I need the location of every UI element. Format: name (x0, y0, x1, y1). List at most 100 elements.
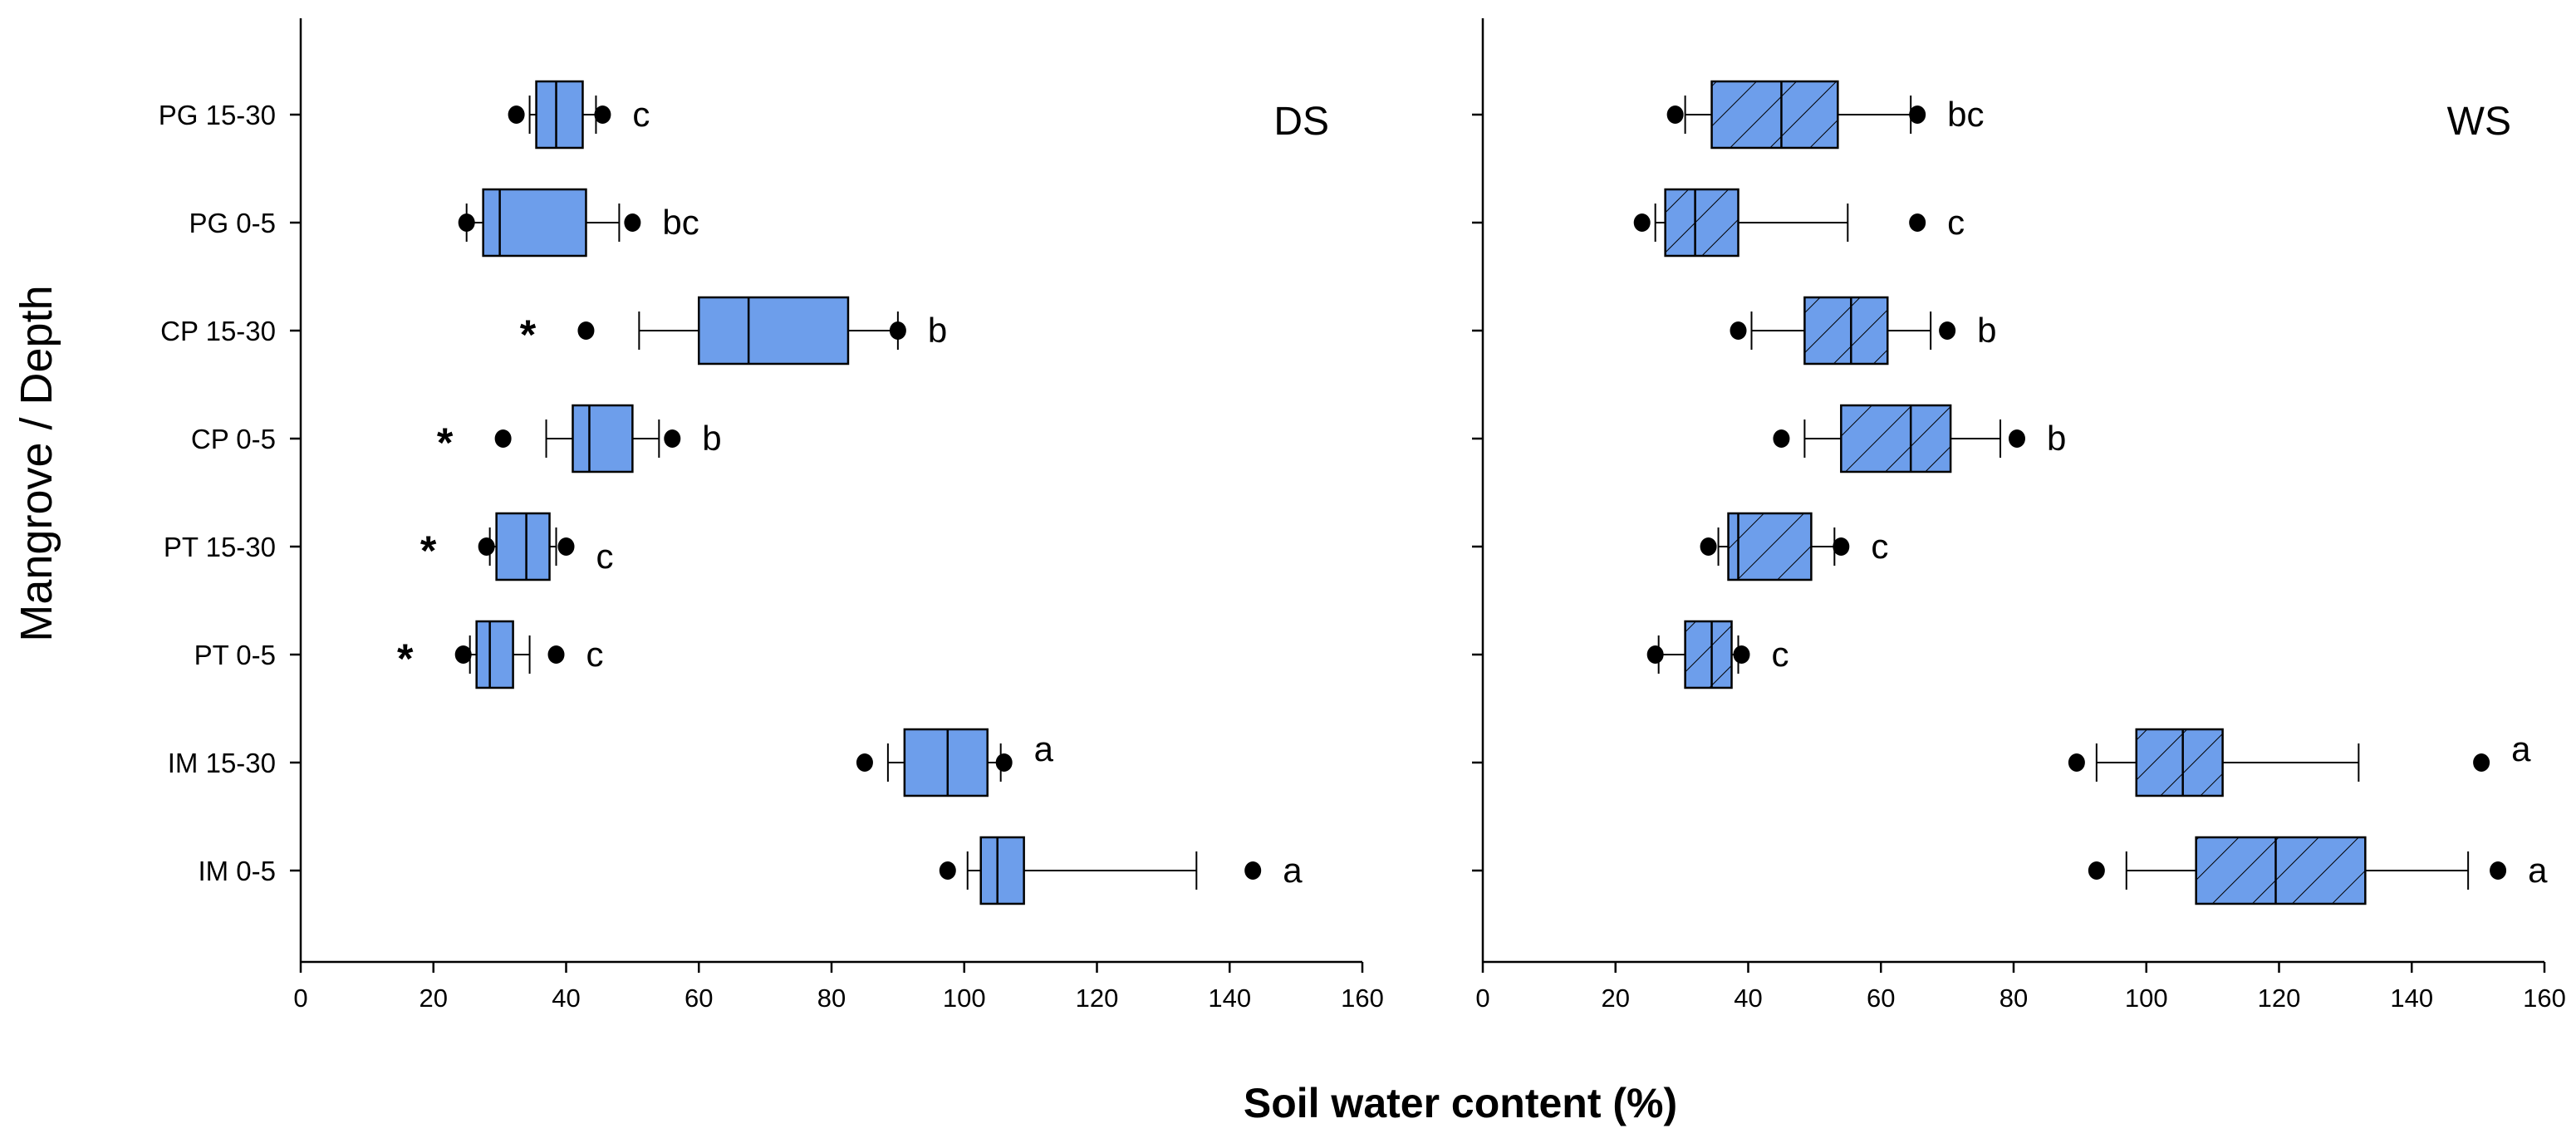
outlier-point (594, 105, 611, 124)
category-label: CP 0-5 (191, 424, 276, 454)
box-hatch (2196, 837, 2366, 904)
outlier-point (458, 213, 475, 232)
outlier-point (995, 753, 1013, 772)
box-im-0-5: a (2088, 836, 2548, 905)
significance-letter: a (1034, 729, 1054, 768)
outlier-point (1939, 321, 1956, 340)
outlier-point (1700, 537, 1717, 556)
x-tick-label: 120 (2258, 984, 2301, 1013)
outlier-point (2088, 861, 2105, 880)
x-axis-title: Soil water content (%) (1244, 1080, 1677, 1126)
significance-letter: b (2047, 419, 2066, 458)
box-body (572, 404, 634, 473)
significance-letter: bc (662, 203, 699, 242)
box-body (482, 188, 587, 258)
significance-letter: b (1977, 311, 1996, 350)
outlier-point (547, 645, 565, 664)
panel-label: WS (2447, 100, 2511, 144)
box-cp-15-30: b* (520, 296, 947, 365)
box-body (535, 80, 584, 150)
box-cp-0-5: b (1773, 404, 2066, 473)
significance-letter: c (1772, 635, 1789, 674)
category-label: IM 15-30 (168, 748, 276, 778)
significance-letter: c (596, 537, 614, 576)
box-body (475, 620, 514, 689)
outlier-point (2008, 429, 2025, 448)
box-im-0-5: a (939, 836, 1303, 905)
box-im-15-30: a (856, 728, 1054, 797)
x-tick-label: 80 (1999, 984, 2028, 1013)
box-pg-15-30: bc (1666, 80, 1985, 150)
outlier-point (1833, 537, 1850, 556)
category-label: PT 0-5 (194, 640, 276, 670)
box-body (698, 296, 850, 365)
outlier-point (494, 429, 512, 448)
outlier-point (1244, 861, 1262, 880)
x-tick-label: 0 (1475, 984, 1489, 1013)
x-tick-label: 40 (1734, 984, 1762, 1013)
significance-letter: b (702, 419, 721, 458)
outlier-point (2473, 753, 2490, 772)
box-body (495, 512, 551, 581)
box-pt-0-5: c (1646, 620, 1789, 689)
box-hatch (1841, 405, 1951, 472)
outlier-point (1773, 429, 1790, 448)
category-label: PG 0-5 (189, 208, 276, 238)
outlier-point (2490, 861, 2507, 880)
x-tick-label: 80 (817, 984, 846, 1013)
box-hatch (1711, 81, 1838, 148)
outlier-point (508, 105, 525, 124)
significance-star: * (420, 527, 437, 574)
box-pt-0-5: c* (397, 620, 604, 689)
outlier-point (664, 429, 681, 448)
outlier-point (1646, 645, 1664, 664)
x-tick-label: 0 (293, 984, 307, 1013)
outlier-point (557, 537, 575, 556)
x-tick-label: 160 (2523, 984, 2566, 1013)
x-tick-label: 60 (684, 984, 713, 1013)
x-tick-label: 60 (1867, 984, 1895, 1013)
box-body (903, 728, 989, 797)
x-tick-label: 40 (552, 984, 580, 1013)
category-label: PG 15-30 (159, 100, 276, 130)
significance-letter: a (1283, 851, 1303, 890)
box-pg-15-30: c (508, 80, 650, 150)
category-label: CP 15-30 (160, 316, 276, 346)
x-tick-label: 160 (1341, 984, 1384, 1013)
significance-letter: c (586, 635, 604, 674)
box-pg-0-5: c (1633, 188, 1965, 258)
outlier-point (1909, 105, 1926, 124)
significance-letter: c (632, 95, 650, 134)
box-pt-15-30: c* (420, 512, 614, 581)
outlier-point (478, 537, 495, 556)
box-im-15-30: a (2068, 728, 2531, 797)
outlier-point (939, 861, 956, 880)
outlier-point (1730, 321, 1747, 340)
x-tick-label: 100 (943, 984, 986, 1013)
x-tick-label: 100 (2125, 984, 2168, 1013)
category-label: IM 0-5 (198, 856, 276, 886)
y-axis-title: Mangrove / Depth (12, 285, 61, 641)
outlier-point (1666, 105, 1684, 124)
significance-star: * (437, 419, 454, 466)
outlier-point (1909, 213, 1926, 232)
category-label: PT 15-30 (164, 532, 276, 562)
significance-star: * (520, 312, 537, 358)
outlier-point (577, 321, 595, 340)
outlier-point (856, 753, 873, 772)
outlier-point (624, 213, 641, 232)
outlier-point (1733, 645, 1750, 664)
box-pt-15-30: c (1700, 512, 1888, 581)
significance-letter: c (1871, 527, 1888, 566)
outlier-point (1633, 213, 1651, 232)
box-pg-0-5: bc (458, 188, 699, 258)
significance-letter: bc (1947, 95, 1984, 134)
significance-letter: c (1947, 203, 1965, 242)
box-hatch (1804, 297, 1888, 364)
outlier-point (2068, 753, 2085, 772)
box-body (979, 836, 1025, 905)
box-hatch (2136, 729, 2223, 796)
box-hatch (1728, 513, 1812, 580)
